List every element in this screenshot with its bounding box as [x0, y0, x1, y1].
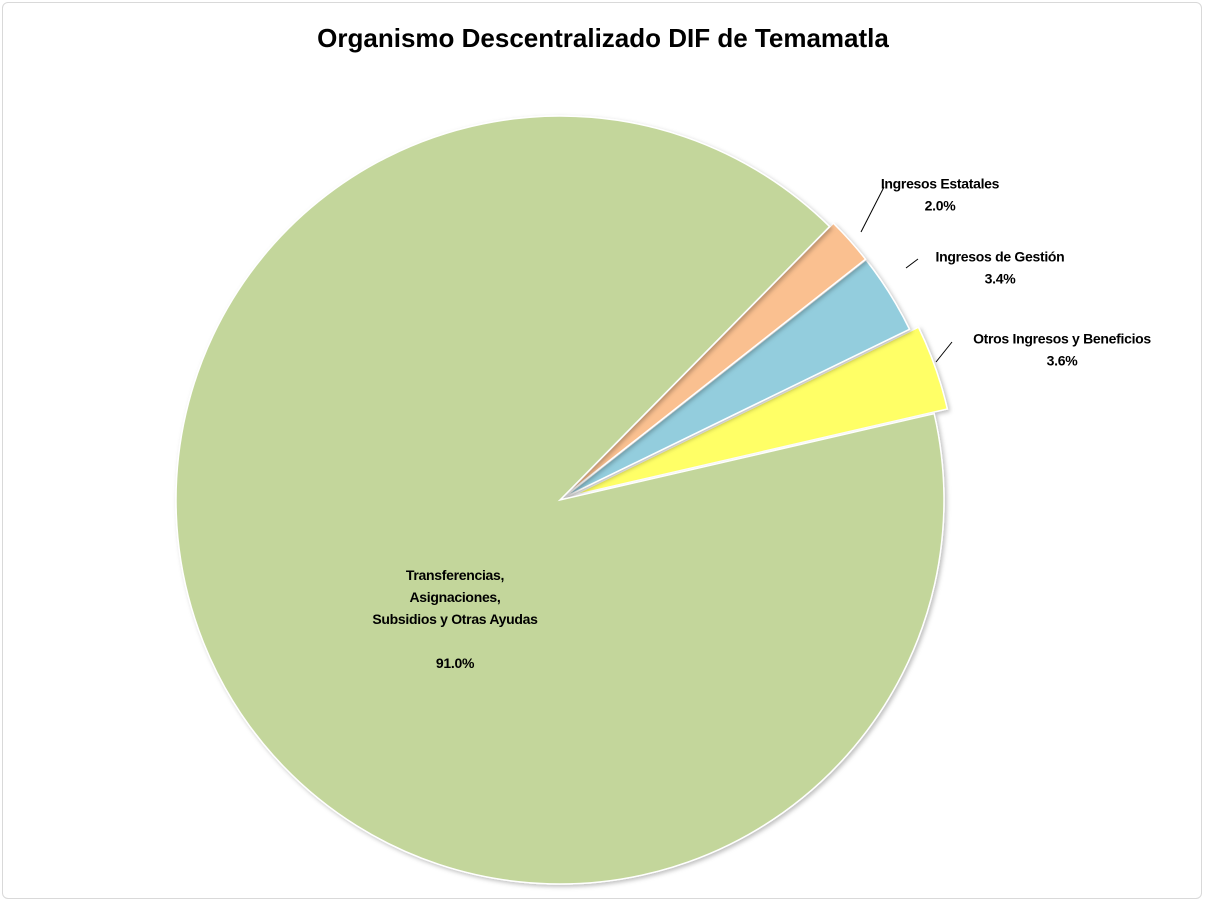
pie-slice: [563, 222, 867, 498]
value-label: 3.4%: [985, 271, 1017, 287]
chart-title: Organismo Descentralizado DIF de Temamat…: [317, 23, 889, 53]
pie-slice: [563, 258, 911, 499]
category-label: Ingresos de Gestión: [936, 249, 1065, 265]
slice-label: Transferencias, Asignaciones, Subsidios …: [325, 542, 585, 696]
value-label: 2.0%: [925, 198, 957, 214]
leader-line: [860, 186, 885, 233]
pie-slice: [572, 326, 949, 497]
value-label: 91.0%: [435, 655, 475, 671]
leader-line: [935, 341, 953, 363]
leader-line: [905, 258, 919, 269]
category-label: Ingresos Estatales: [881, 176, 1000, 192]
value-label: 3.6%: [1047, 353, 1079, 369]
category-label: Otros Ingresos y Beneficios: [973, 331, 1151, 347]
category-label: Transferencias, Asignaciones, Subsidios …: [372, 567, 538, 627]
pie-slice: [175, 115, 945, 885]
